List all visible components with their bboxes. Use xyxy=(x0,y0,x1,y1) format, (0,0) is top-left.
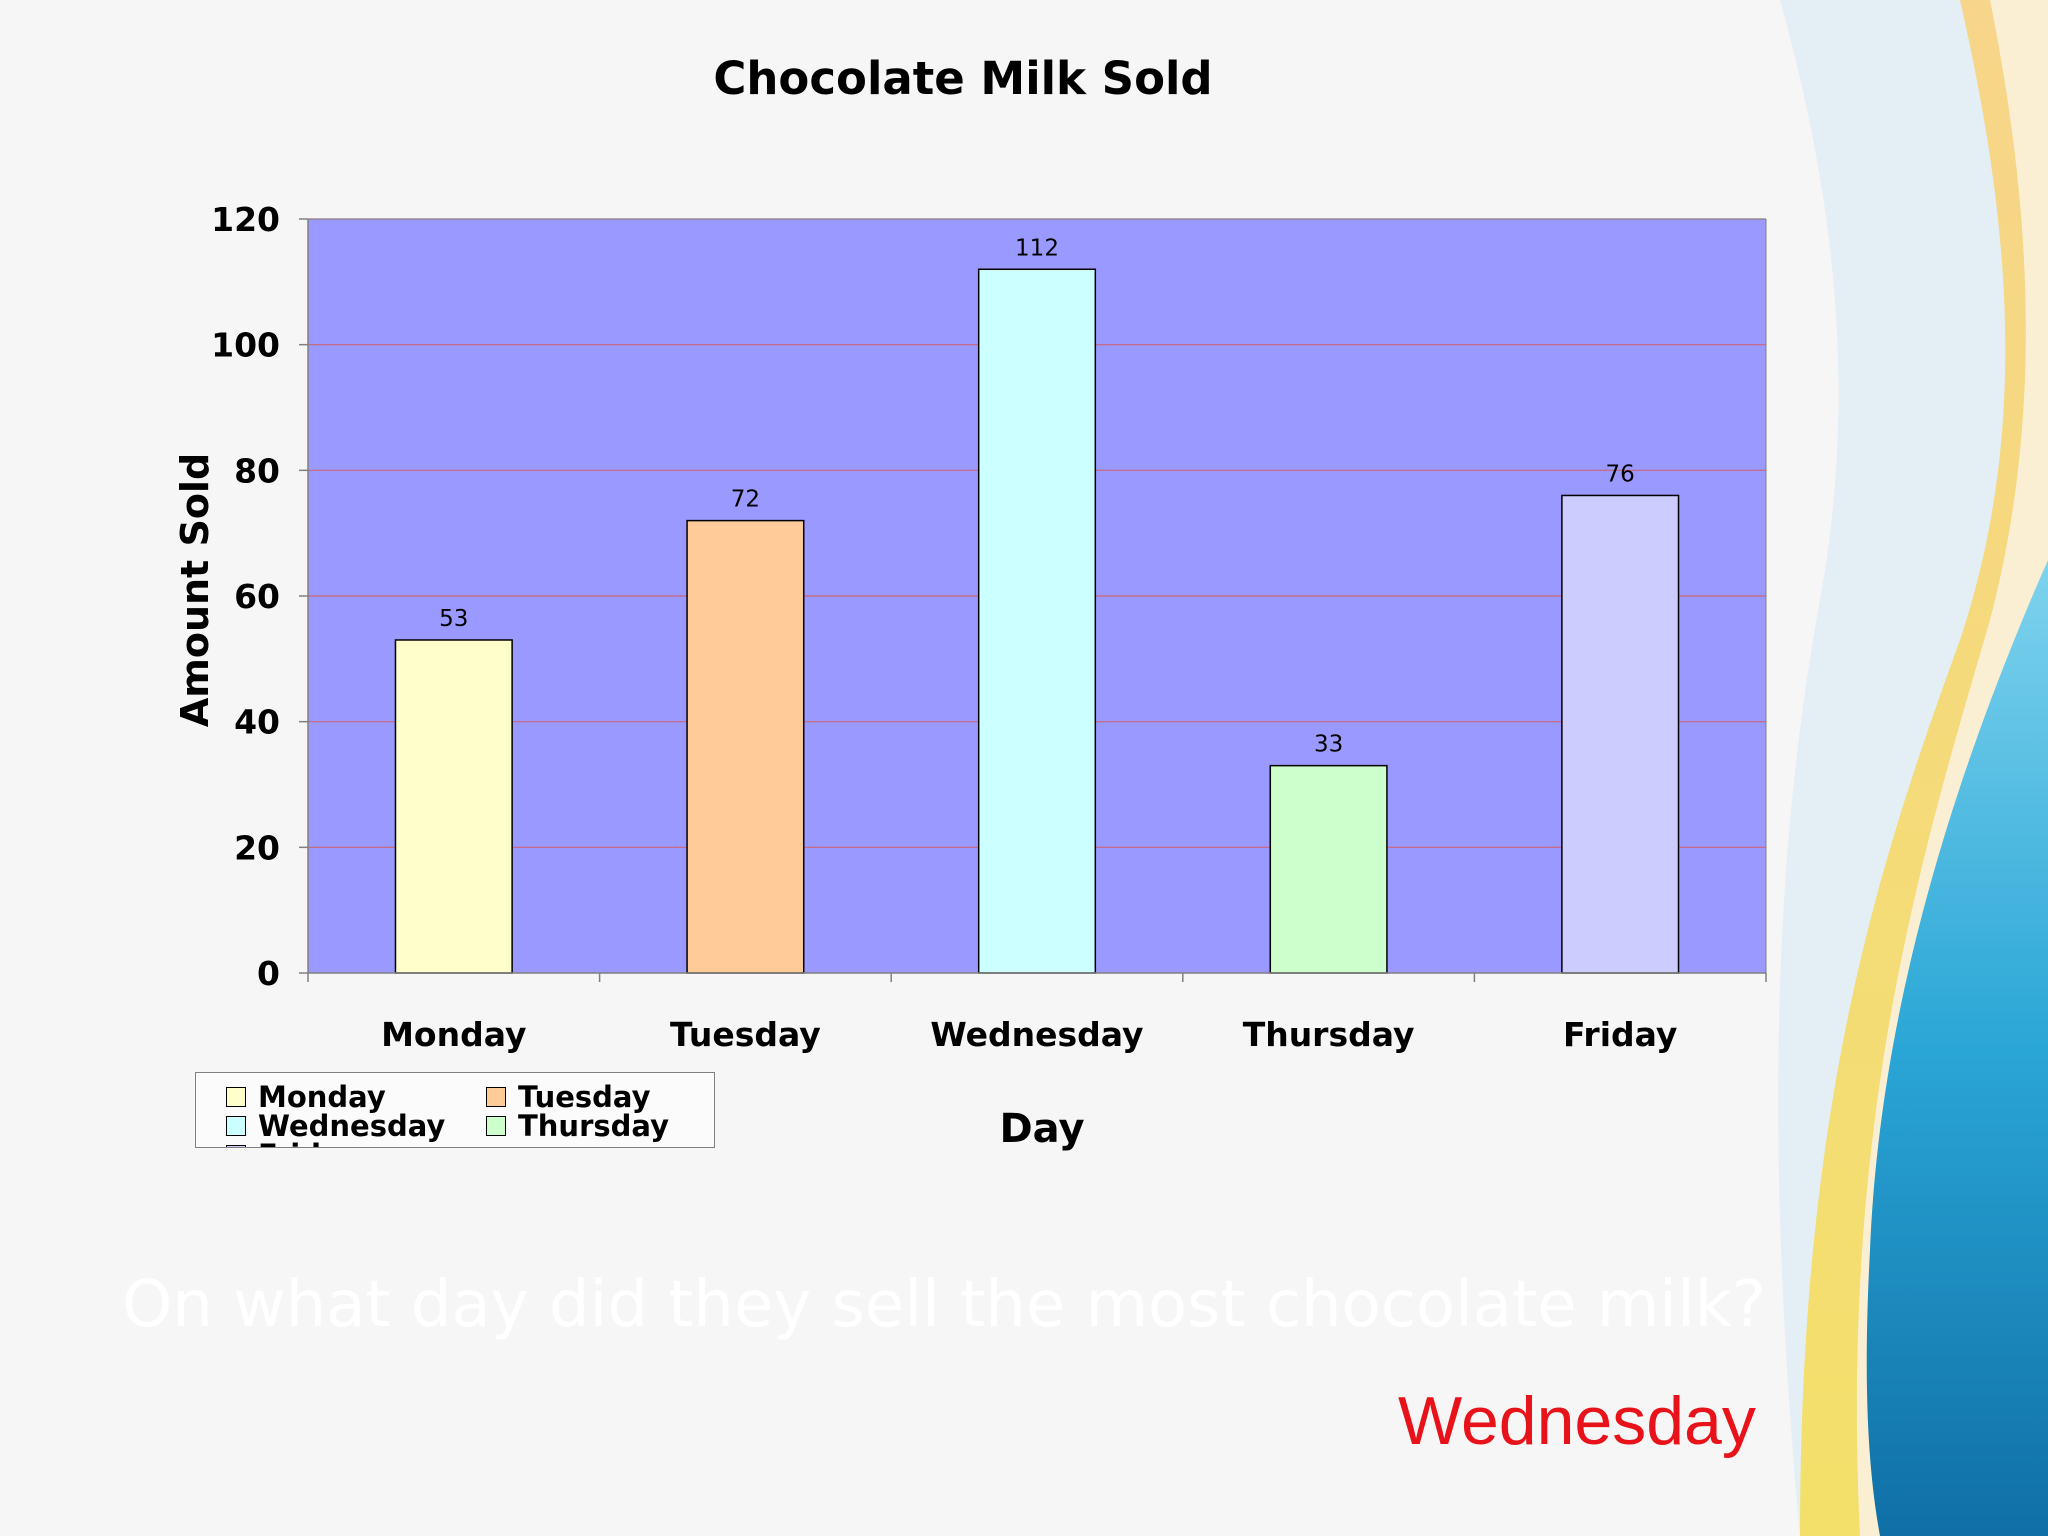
bar-friday xyxy=(1561,494,1680,974)
data-label: 72 xyxy=(731,487,760,513)
legend-swatch xyxy=(226,1087,246,1107)
x-tick-label: Friday xyxy=(1563,1015,1677,1054)
legend-swatch xyxy=(486,1116,506,1136)
legend-swatch xyxy=(226,1116,246,1136)
y-tick-label: 100 xyxy=(211,326,280,365)
legend-item-wednesday: Wednesday xyxy=(226,1109,446,1143)
y-tick-label: 120 xyxy=(211,200,280,239)
axes xyxy=(299,218,1767,982)
legend-swatch xyxy=(486,1087,506,1107)
data-label: 112 xyxy=(1015,235,1059,261)
y-axis-label: Amount Sold xyxy=(173,452,217,728)
data-label: 76 xyxy=(1606,461,1635,487)
bar-wednesday xyxy=(977,268,1097,974)
y-tick-labels: 0 20 40 60 80 100 120 xyxy=(211,200,280,993)
bar-tuesday xyxy=(686,519,805,974)
legend-item-friday: Friday xyxy=(226,1138,359,1147)
bar-thursday xyxy=(1269,764,1388,974)
x-tick-label: Wednesday xyxy=(930,1015,1143,1054)
chart-title: Chocolate Milk Sold xyxy=(713,52,1213,105)
legend-swatch xyxy=(226,1145,246,1147)
data-labels: 53 72 112 33 76 xyxy=(439,235,1635,757)
bar-monday xyxy=(394,639,513,974)
legend-label: Wednesday xyxy=(258,1109,446,1143)
y-tick-label: 40 xyxy=(234,703,280,742)
legend-label: Friday xyxy=(258,1138,359,1147)
legend-item-tuesday: Tuesday xyxy=(486,1080,651,1114)
x-tick-label: Tuesday xyxy=(670,1015,821,1054)
y-tick-label: 0 xyxy=(257,954,280,993)
x-tick-label: Thursday xyxy=(1243,1015,1415,1054)
legend-label: Monday xyxy=(258,1080,386,1114)
x-tick-label: Monday xyxy=(381,1015,526,1054)
x-axis-label: Day xyxy=(999,1106,1085,1152)
x-tick-labels: Monday Tuesday Wednesday Thursday Friday xyxy=(381,1015,1677,1054)
data-label: 53 xyxy=(439,606,468,632)
legend-item-monday: Monday xyxy=(226,1080,386,1114)
question-text: On what day did they sell the most choco… xyxy=(122,1268,1766,1342)
legend-label: Thursday xyxy=(518,1109,669,1143)
legend-label: Tuesday xyxy=(518,1080,651,1114)
bars xyxy=(394,268,1680,974)
y-tick-label: 60 xyxy=(234,577,280,616)
answer-text: Wednesday xyxy=(1398,1383,1756,1459)
data-label: 33 xyxy=(1314,732,1343,758)
legend: Monday Tuesday Wednesday Thursday Friday xyxy=(195,1072,715,1148)
y-tick-label: 80 xyxy=(234,451,280,490)
y-tick-label: 20 xyxy=(234,828,280,867)
legend-item-thursday: Thursday xyxy=(486,1109,669,1143)
